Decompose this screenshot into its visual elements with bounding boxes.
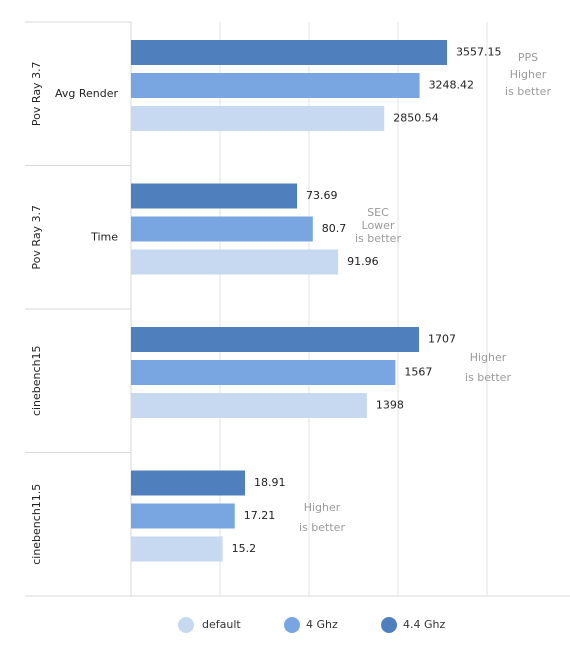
note-text: Higher: [470, 351, 507, 364]
group-label: cinebench11.5: [30, 484, 43, 565]
metric-label: Avg Render: [55, 87, 119, 100]
bar-group: cinebench15 1707 1567 1398 Higher is better: [30, 327, 511, 418]
legend-item: 4.4 Ghz: [381, 617, 445, 633]
legend-marker: [284, 617, 300, 633]
legend-label: default: [202, 618, 241, 631]
legend-label: 4.4 Ghz: [403, 618, 445, 631]
group-label: cinebench15: [30, 345, 43, 416]
group-label: Pov Ray 3.7: [30, 205, 43, 270]
legend-marker: [381, 617, 397, 633]
data-label: 91.96: [347, 255, 379, 268]
note-text: Higher: [304, 501, 341, 514]
bar-group: cinebench11.5 18.91 17.21 15.2 Higher is bett…: [30, 470, 345, 565]
bar-groups: Pov Ray 3.7 Avg Render 3557.15 3248.42 2850.…: [30, 40, 551, 565]
bar: [131, 106, 385, 131]
note-text: Higher: [510, 68, 547, 81]
bar: [131, 249, 339, 275]
data-label: 3248.42: [429, 79, 475, 92]
note-text: SEC: [367, 206, 389, 219]
data-label: 1398: [376, 399, 404, 412]
legend-item: 4 Ghz: [284, 617, 338, 633]
legend-marker: [178, 617, 194, 633]
data-label: 1707: [428, 333, 456, 346]
bar: [131, 470, 245, 496]
data-label: 2850.54: [393, 112, 439, 125]
bar: [131, 360, 396, 385]
bar: [131, 73, 420, 98]
data-label: 1567: [404, 366, 432, 379]
bar: [131, 503, 235, 529]
bar-group: Pov Ray 3.7 Time 73.69 80.7 91.96 SECLoweris …: [30, 183, 401, 275]
note-text: PPS: [518, 51, 538, 64]
bar: [131, 216, 313, 242]
metric-label: Time: [90, 230, 118, 243]
data-label: 18.91: [254, 476, 286, 489]
group-label: Pov Ray 3.7: [30, 61, 43, 126]
bar: [131, 183, 297, 209]
note-text: is better: [299, 521, 345, 534]
note-text: is better: [355, 232, 401, 245]
bar: [131, 327, 419, 352]
data-label: 15.2: [232, 542, 256, 555]
bar-group: Pov Ray 3.7 Avg Render 3557.15 3248.42 2850.…: [30, 40, 551, 131]
legend-item: default: [178, 617, 241, 633]
note-text: is better: [465, 371, 511, 384]
legend: default 4 Ghz 4.4 Ghz: [178, 617, 445, 633]
bar: [131, 536, 223, 562]
bar: [131, 393, 367, 418]
bar: [131, 40, 447, 65]
data-label: 73.69: [306, 189, 338, 202]
legend-label: 4 Ghz: [306, 618, 338, 631]
note-text: is better: [505, 85, 551, 98]
data-label: 3557.15: [456, 46, 502, 59]
data-label: 17.21: [244, 509, 276, 522]
data-label: 80.7: [322, 222, 347, 235]
note-text: Lower: [362, 219, 395, 232]
